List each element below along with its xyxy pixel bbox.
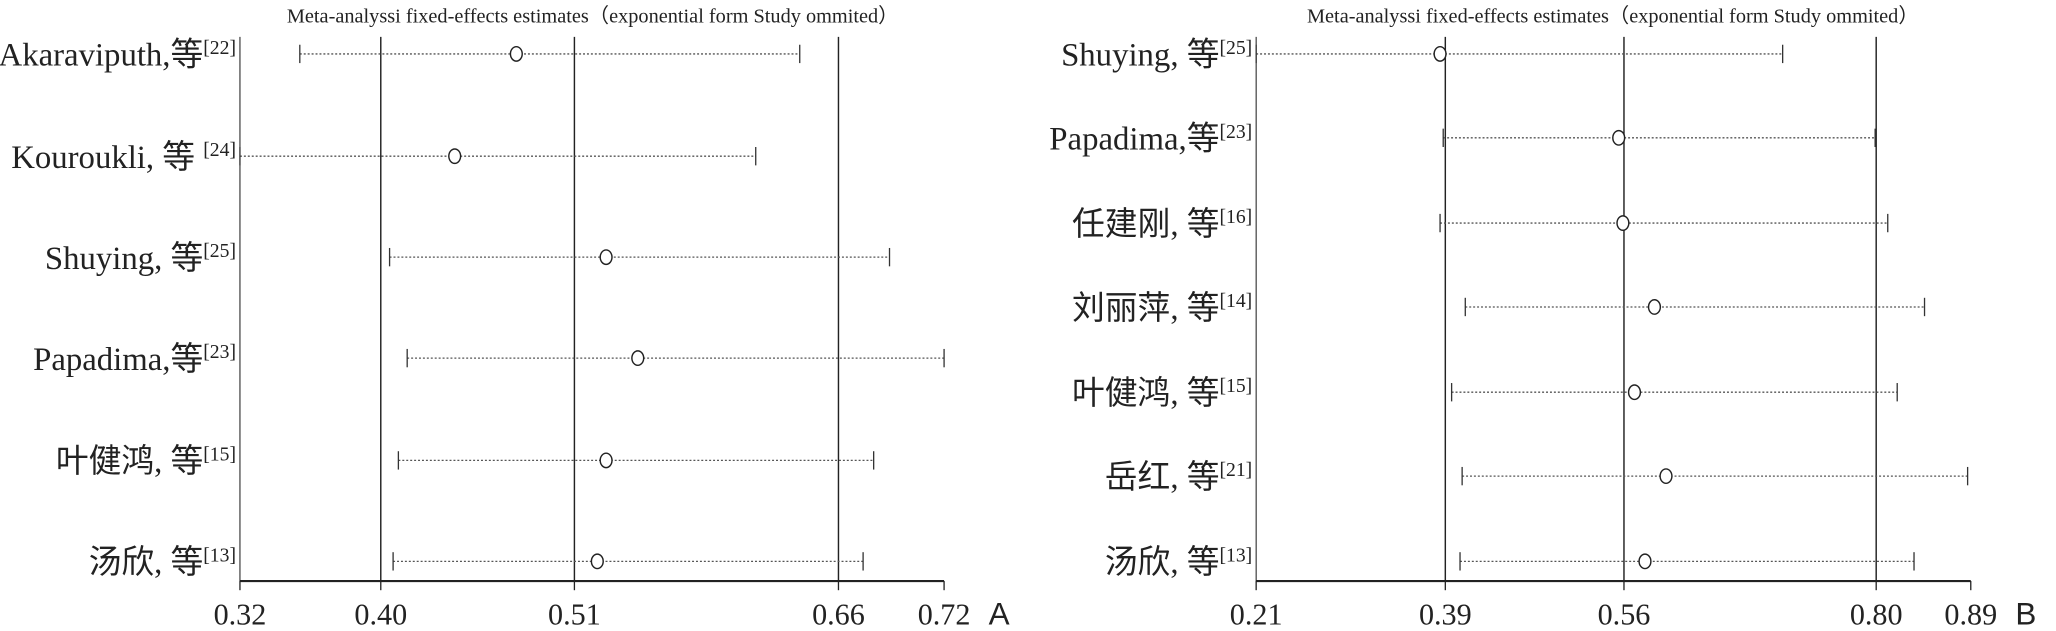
study-name: 叶健鸿, 等 <box>1072 375 1219 412</box>
study-reference: [21] <box>1219 459 1252 481</box>
point-estimate <box>599 249 613 266</box>
x-tick-label: 0.72 <box>918 597 971 631</box>
point-estimate <box>590 553 604 570</box>
x-tick-label: 0.39 <box>1419 597 1472 631</box>
study-reference: [13] <box>203 544 236 566</box>
panel-label: A <box>989 596 1010 631</box>
study-name: Kouroukli, 等 <box>11 139 203 176</box>
study-label: 叶健鸿, 等[15] <box>56 443 236 480</box>
x-tick-label: 0.21 <box>1230 597 1283 631</box>
point-estimate <box>1647 299 1662 315</box>
forest-panel-a: Meta-analyssi fixed-effects estimates（ex… <box>0 4 1010 631</box>
study-row: Papadima,等[23] <box>1049 121 1876 158</box>
study-name: 岳红, 等 <box>1105 459 1220 496</box>
study-reference: [23] <box>1219 121 1252 143</box>
study-label: 刘丽萍, 等[14] <box>1072 290 1252 327</box>
point-estimate <box>631 350 645 367</box>
point-estimate <box>1612 129 1626 146</box>
study-label: Kouroukli, 等 [24] <box>11 139 236 176</box>
study-label: 任建刚, 等[16] <box>1072 206 1252 243</box>
x-tick-label: 0.89 <box>1944 597 1997 631</box>
study-label: Shuying, 等[25] <box>45 240 236 277</box>
study-name: 叶健鸿, 等 <box>56 443 203 480</box>
x-tick-label: 0.40 <box>354 597 407 631</box>
point-estimate <box>1616 215 1630 231</box>
study-row: Shuying, 等[25] <box>1061 37 1784 74</box>
study-name: 任建刚, 等 <box>1072 206 1219 243</box>
study-row: 刘丽萍, 等[14] <box>1072 290 1926 327</box>
study-reference: [15] <box>203 443 236 465</box>
study-row: 汤欣, 等[13] <box>89 544 864 581</box>
study-row: 岳红, 等[21] <box>1105 459 1969 496</box>
study-row: Kouroukli, 等 [24] <box>11 139 757 176</box>
point-estimate <box>1433 45 1447 62</box>
study-label: Papadima,等[23] <box>1049 121 1252 158</box>
point-estimate <box>599 452 613 469</box>
study-label: Shuying, 等[25] <box>1061 37 1252 74</box>
study-reference: [24] <box>203 139 236 161</box>
study-name: 汤欣, 等 <box>1105 544 1220 581</box>
chart-title: Meta-analyssi fixed-effects estimates（ex… <box>1307 4 1919 27</box>
study-name: Papadima,等 <box>33 341 203 378</box>
study-label: 叶健鸿, 等[15] <box>1072 375 1252 412</box>
study-row: Akaraviputh,等[22] <box>0 37 801 74</box>
forest-panel-b: Meta-analyssi fixed-effects estimates（ex… <box>1049 4 2036 631</box>
study-row: 叶健鸿, 等[15] <box>56 443 875 480</box>
study-name: 刘丽萍, 等 <box>1072 290 1219 327</box>
x-tick-label: 0.32 <box>214 597 267 631</box>
study-name: Shuying, 等 <box>45 240 203 277</box>
study-name: Shuying, 等 <box>1061 37 1219 74</box>
x-tick-label: 0.66 <box>812 597 865 631</box>
x-tick-label: 0.51 <box>548 597 601 631</box>
point-estimate <box>448 148 462 165</box>
chart-title: Meta-analyssi fixed-effects estimates（ex… <box>287 4 899 27</box>
study-row: Papadima,等[23] <box>33 341 945 378</box>
point-estimate <box>509 45 523 62</box>
study-reference: [15] <box>1219 375 1252 397</box>
study-label: Akaraviputh,等[22] <box>0 37 236 74</box>
point-estimate <box>1659 468 1673 485</box>
study-row: 汤欣, 等[13] <box>1105 544 1915 581</box>
study-label: 汤欣, 等[13] <box>89 544 236 581</box>
study-reference: [22] <box>203 37 236 59</box>
study-reference: [14] <box>1219 290 1252 312</box>
point-estimate <box>1627 384 1642 401</box>
study-row: 任建刚, 等[16] <box>1072 206 1889 243</box>
study-label: 岳红, 等[21] <box>1105 459 1252 496</box>
study-reference: [25] <box>203 240 236 262</box>
study-row: 叶健鸿, 等[15] <box>1072 375 1898 412</box>
study-name: Papadima,等 <box>1049 121 1219 158</box>
study-name: 汤欣, 等 <box>89 544 204 581</box>
study-label: Papadima,等[23] <box>33 341 236 378</box>
x-tick-label: 0.56 <box>1598 597 1651 631</box>
panel-label: B <box>2015 596 2036 631</box>
study-row: Shuying, 等[25] <box>45 240 891 277</box>
x-tick-label: 0.80 <box>1850 597 1903 631</box>
study-reference: [16] <box>1219 206 1252 228</box>
study-reference: [13] <box>1219 544 1252 566</box>
study-name: Akaraviputh,等 <box>0 37 203 74</box>
study-label: 汤欣, 等[13] <box>1105 544 1252 581</box>
point-estimate <box>1638 553 1652 570</box>
study-reference: [23] <box>203 341 236 363</box>
study-reference: [25] <box>1219 37 1252 59</box>
